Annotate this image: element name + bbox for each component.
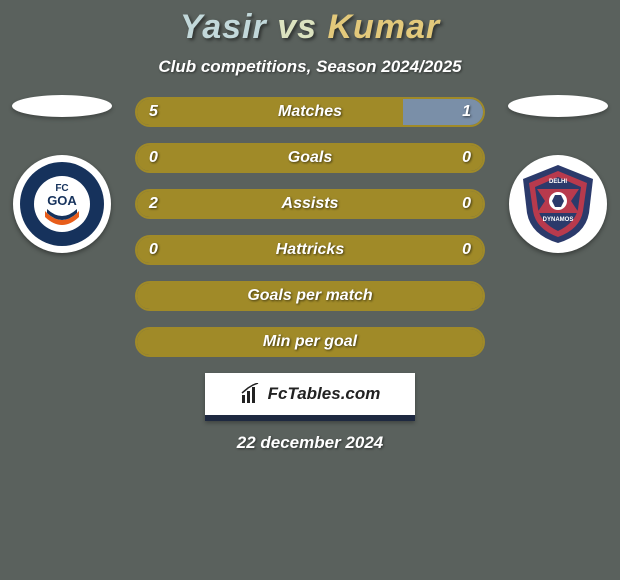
stat-row: Min per goal [135,327,485,357]
stat-label: Matches [278,103,342,121]
stat-label: Hattricks [276,241,344,259]
stat-row: 5 Matches 1 [135,97,485,127]
stat-row: Goals per match [135,281,485,311]
brand-card: FcTables.com [205,373,415,421]
stat-value-left: 2 [149,195,158,213]
avatar-placeholder-icon [508,95,608,117]
date-text: 22 december 2024 [0,433,620,453]
title-player2: Kumar [327,8,440,46]
svg-text:DELHI: DELHI [549,179,567,185]
stat-row: 2 Assists 0 [135,189,485,219]
avatar-placeholder-icon [12,95,112,117]
title-vs: vs [277,8,317,46]
stat-value-left: 5 [149,103,158,121]
stat-row: 0 Goals 0 [135,143,485,173]
stat-label: Goals per match [247,287,372,305]
delhi-dynamos-logo-icon: DELHI DYNAMOS [515,161,601,247]
stat-value-right: 0 [462,241,471,259]
stat-value-right: 1 [462,103,471,121]
subtitle: Club competitions, Season 2024/2025 [0,57,620,77]
svg-text:DYNAMOS: DYNAMOS [543,217,574,223]
stat-label: Min per goal [263,333,357,351]
stat-value-left: 0 [149,241,158,259]
bar-fill-right [403,99,483,125]
club-right-badge: DELHI DYNAMOS [509,155,607,253]
stat-value-left: 0 [149,149,158,167]
stat-row: 0 Hattricks 0 [135,235,485,265]
infographic-container: Yasir vs Kumar Club competitions, Season… [0,0,620,453]
bar-fill-left [137,99,403,125]
fc-goa-logo-icon: FC GOA [19,161,105,247]
title-player1: Yasir [180,8,267,46]
stat-value-right: 0 [462,149,471,167]
svg-text:GOA: GOA [47,193,77,208]
stats-area: FC GOA DELHI DYNAMOS 5 Matches 1 0 Goals 0 2 As… [0,97,620,357]
stat-label: Assists [282,195,339,213]
stat-bars: 5 Matches 1 0 Goals 0 2 Assists 0 0 Hattricks 0 Goal… [135,97,485,357]
stat-label: Goals [288,149,332,167]
brand-text: FcTables.com [268,384,381,404]
bar-chart-icon [240,383,262,405]
club-left-badge: FC GOA [13,155,111,253]
stat-value-right: 0 [462,195,471,213]
page-title: Yasir vs Kumar [0,8,620,47]
